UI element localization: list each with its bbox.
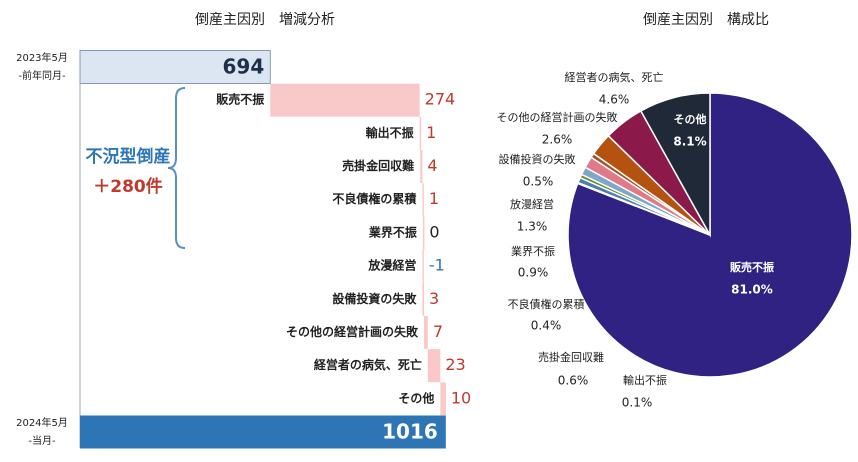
start-label: 2023年5月 xyxy=(16,51,68,64)
category-label: 設備投資の失敗 xyxy=(332,291,417,306)
value-label: 274 xyxy=(425,90,456,109)
slice-value: 8.1% xyxy=(673,135,706,149)
category-label: 業界不振 xyxy=(368,224,417,239)
step-bar xyxy=(422,249,424,283)
chart-title: 倒産主因別 増減分析 xyxy=(195,11,335,28)
brace xyxy=(167,87,186,249)
value-label: 7 xyxy=(433,322,443,341)
slice-value: 0.9% xyxy=(518,266,549,280)
step-bar xyxy=(422,216,425,250)
slice-label: 売掛金回収難 xyxy=(538,350,604,364)
start-sublabel: -前年同月- xyxy=(18,69,66,82)
category-label: 経営者の病気、死亡 xyxy=(314,357,422,372)
category-label: その他 xyxy=(398,390,434,405)
slice-value: 0.4% xyxy=(531,319,562,333)
category-label: 販売不振 xyxy=(216,92,264,107)
slice-label: 業界不振 xyxy=(511,244,555,258)
value-label: 3 xyxy=(429,289,439,308)
value-label: 4 xyxy=(427,156,437,175)
step-bar xyxy=(422,183,424,217)
value-label: 10 xyxy=(451,388,471,407)
slice-value: 81.0% xyxy=(731,283,773,297)
value-label: 23 xyxy=(445,355,465,374)
slice-value: 0.5% xyxy=(523,175,554,189)
chart-title: 倒産主因別 構成比 xyxy=(643,12,769,28)
end-sublabel: -当月- xyxy=(28,434,56,447)
slice-value: 2.6% xyxy=(542,133,573,147)
category-label: 輸出不振 xyxy=(366,125,414,140)
slice-value: 4.6% xyxy=(599,93,630,107)
annotation: 不況型倒産 xyxy=(86,146,171,167)
slice-value: 1.3% xyxy=(517,220,548,234)
start-value: 694 xyxy=(223,55,265,79)
start-bar xyxy=(79,50,271,84)
step-bar xyxy=(427,349,441,383)
end-bar xyxy=(80,415,446,449)
step-bar xyxy=(419,116,422,150)
end-value: 1016 xyxy=(382,420,438,444)
annotation: ＋280件 xyxy=(93,176,163,197)
slice-label: 経営者の病気、死亡 xyxy=(565,70,664,84)
category-label: 不良債権の累積 xyxy=(332,191,417,206)
slice-label: その他 xyxy=(674,112,707,126)
slice-label: 輸出不振 xyxy=(623,373,667,387)
category-label: 売掛金回収難 xyxy=(342,158,414,173)
slice-label: その他の経営計画の失敗 xyxy=(497,110,618,124)
pie-slice xyxy=(639,92,711,238)
slice-label: 放漫経営 xyxy=(510,197,554,211)
step-bar xyxy=(422,282,425,316)
value-label: 0 xyxy=(429,222,439,241)
slice-value: 0.1% xyxy=(622,396,653,410)
step-bar xyxy=(424,315,428,349)
step-bar xyxy=(440,382,446,416)
slice-label: 設備投資の失敗 xyxy=(499,152,576,166)
slice-value: 0.6% xyxy=(558,374,589,388)
step-bar xyxy=(420,150,423,184)
category-label: 放漫経営 xyxy=(367,258,416,273)
end-label: 2024年5月 xyxy=(16,416,68,429)
value-label: 1 xyxy=(426,123,436,142)
category-label: その他の経営計画の失敗 xyxy=(286,324,419,339)
slice-label: 不良債権の累積 xyxy=(508,297,585,311)
value-label: -1 xyxy=(429,256,445,275)
value-label: 1 xyxy=(429,189,439,208)
step-bar xyxy=(270,83,420,117)
slice-label: 販売不振 xyxy=(730,260,774,274)
